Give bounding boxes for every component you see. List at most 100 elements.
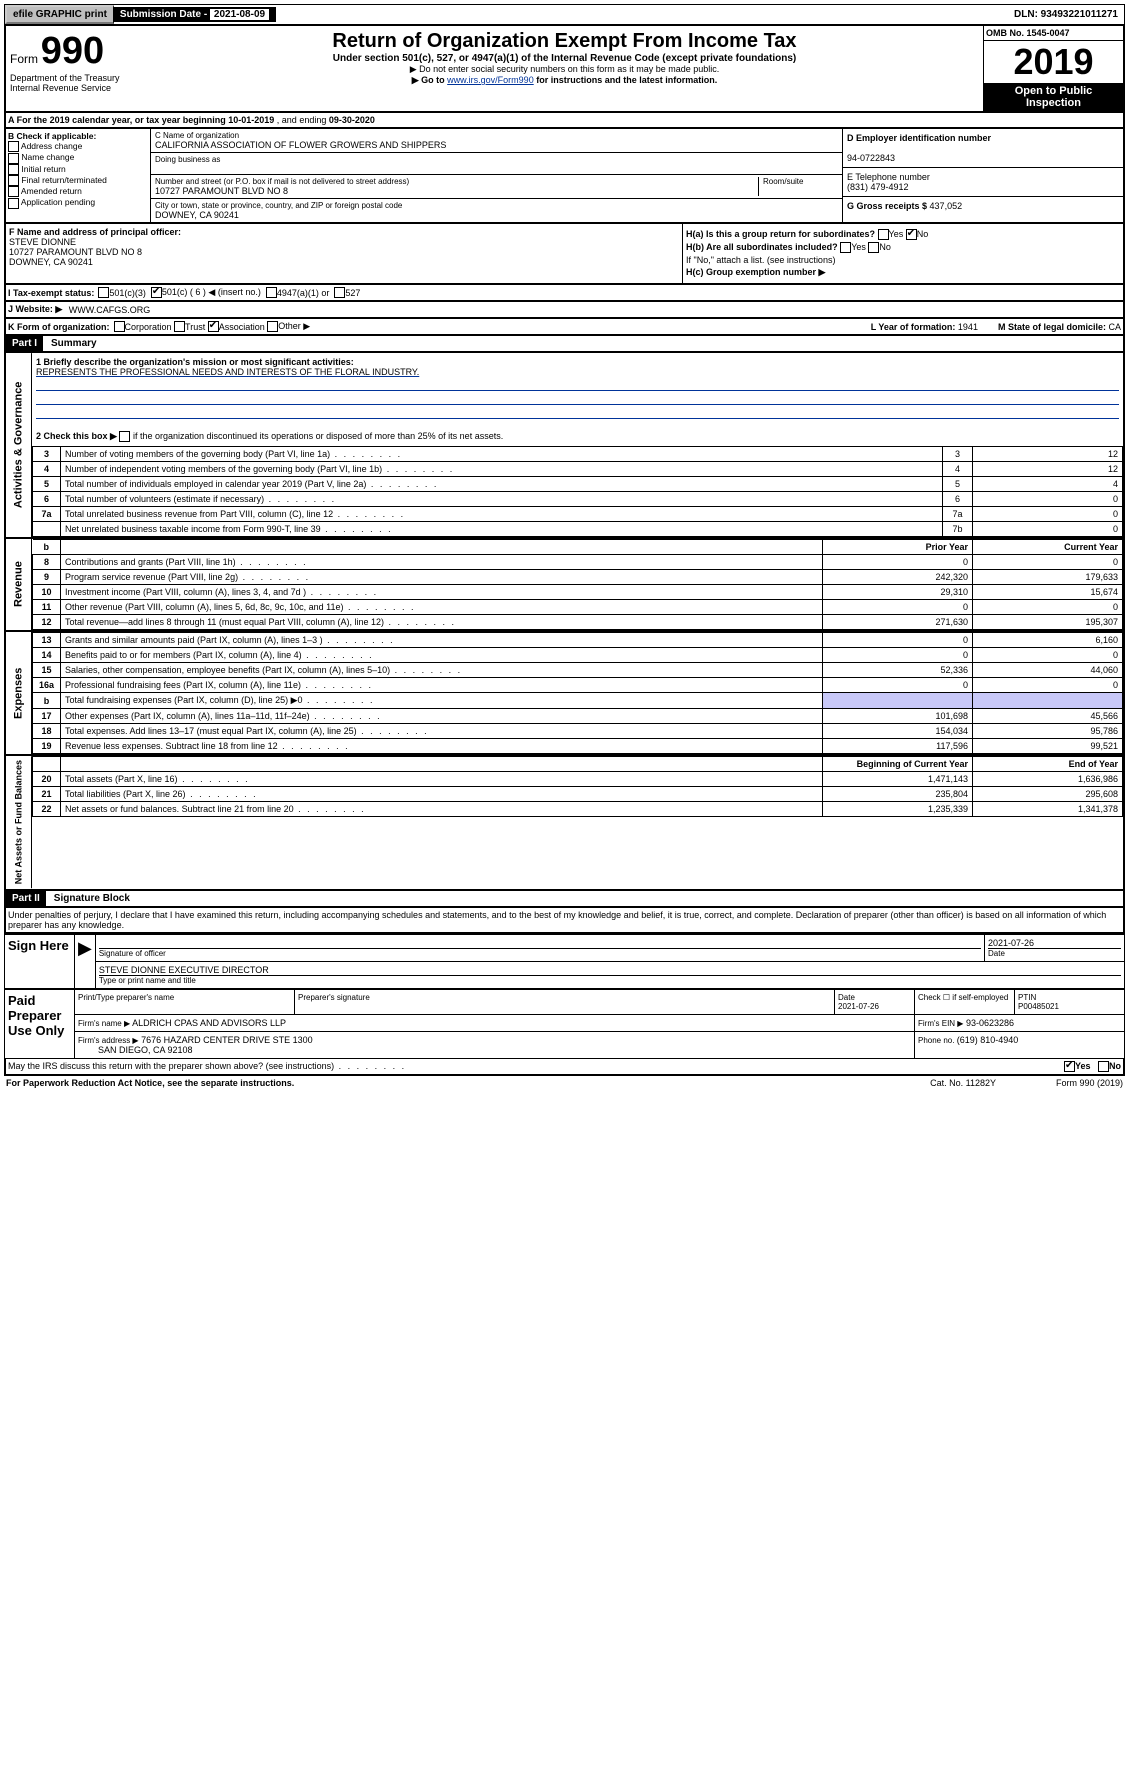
firm-addr2: SAN DIEGO, CA 92108 — [98, 1045, 193, 1055]
col-h: H(a) Is this a group return for subordin… — [683, 224, 1123, 283]
chk-corp[interactable] — [114, 321, 125, 332]
hb-no[interactable] — [868, 242, 879, 253]
chk-discontinued[interactable] — [119, 431, 130, 442]
table-row: 9Program service revenue (Part VIII, lin… — [33, 570, 1123, 585]
sign-date: 2021-07-26 — [988, 938, 1121, 949]
col-b: B Check if applicable: Address change Na… — [6, 129, 151, 222]
discuss-no[interactable] — [1098, 1061, 1109, 1072]
form-header: Form 990 Department of the Treasury Inte… — [4, 25, 1125, 113]
net-assets-section: Net Assets or Fund Balances Beginning of… — [4, 756, 1125, 890]
table-row: 18Total expenses. Add lines 13–17 (must … — [33, 724, 1123, 739]
sign-table: Sign Here ▶ Signature of officer 2021-07… — [4, 934, 1125, 989]
irs-link[interactable]: www.irs.gov/Form990 — [447, 75, 534, 85]
sig-officer-label: Signature of officer — [99, 949, 981, 958]
preparer-name-label: Print/Type preparer's name — [75, 989, 295, 1014]
col-b-header: B Check if applicable: — [8, 131, 96, 141]
current-year-hdr: Current Year — [973, 540, 1123, 555]
tab-governance: Activities & Governance — [6, 353, 32, 537]
table-row: bTotal fundraising expenses (Part IX, co… — [33, 693, 1123, 709]
chk-assoc[interactable] — [208, 321, 219, 332]
officer-addr1: 10727 PARAMOUNT BLVD NO 8 — [9, 247, 142, 257]
firm-addr1: 7676 HAZARD CENTER DRIVE STE 1300 — [141, 1035, 313, 1045]
chk-501c3[interactable] — [98, 287, 109, 298]
org-name: CALIFORNIA ASSOCIATION OF FLOWER GROWERS… — [155, 140, 838, 150]
domicile-state: CA — [1108, 322, 1121, 332]
sign-date-label: Date — [988, 949, 1121, 958]
ein: 94-0722843 — [847, 153, 895, 163]
revenue-section: Revenue b Prior Year Current Year 8Contr… — [4, 539, 1125, 632]
dln: DLN: 93493221011271 — [1008, 7, 1124, 22]
chk-trust[interactable] — [174, 321, 185, 332]
col-d-e-g: D Employer identification number 94-0722… — [843, 129, 1123, 222]
year-formation: 1941 — [958, 322, 978, 332]
table-row: 19Revenue less expenses. Subtract line 1… — [33, 739, 1123, 754]
dba-label: Doing business as — [155, 155, 838, 164]
submission-date: Submission Date - 2021-08-09 — [114, 7, 276, 22]
row-k: K Form of organization: Corporation Trus… — [4, 319, 1125, 336]
row-a: A For the 2019 calendar year, or tax yea… — [4, 113, 1125, 129]
table-row: 3Number of voting members of the governi… — [33, 447, 1123, 462]
part-2-title: Signature Block — [54, 893, 130, 904]
table-row: 22Net assets or fund balances. Subtract … — [33, 802, 1123, 817]
addr-label: Number and street (or P.O. box if mail i… — [155, 177, 758, 186]
table-row: 5Total number of individuals employed in… — [33, 477, 1123, 492]
part-1-bar: Part I Summary — [4, 336, 1125, 353]
table-row: 12Total revenue—add lines 8 through 11 (… — [33, 615, 1123, 630]
gross-receipts: 437,052 — [930, 201, 963, 211]
ssn-notice: ▶ Do not enter social security numbers o… — [150, 64, 979, 75]
form-subtitle: Under section 501(c), 527, or 4947(a)(1)… — [150, 53, 979, 64]
chk-final-return[interactable]: Final return/terminated — [8, 175, 148, 186]
officer-name: STEVE DIONNE — [9, 237, 76, 247]
officer-addr2: DOWNEY, CA 90241 — [9, 257, 93, 267]
hb-note: If "No," attach a list. (see instruction… — [686, 255, 1120, 265]
perjury-text: Under penalties of perjury, I declare th… — [4, 908, 1125, 934]
table-row: 7aTotal unrelated business revenue from … — [33, 507, 1123, 522]
sign-arrow-icon: ▶ — [75, 934, 96, 988]
section-f-h: F Name and address of principal officer:… — [4, 224, 1125, 285]
table-row: 13Grants and similar amounts paid (Part … — [33, 633, 1123, 648]
preparer-date: 2021-07-26 — [838, 1002, 879, 1011]
chk-501c[interactable] — [151, 287, 162, 298]
table-row: 15Salaries, other compensation, employee… — [33, 663, 1123, 678]
firm-phone: (619) 810-4940 — [957, 1035, 1019, 1045]
chk-application-pending[interactable]: Application pending — [8, 197, 148, 208]
form-label: Form — [10, 52, 38, 66]
efile-button[interactable]: efile GRAPHIC print — [5, 5, 114, 24]
cat-no: Cat. No. 11282Y — [930, 1078, 996, 1088]
self-employed-check[interactable]: Check ☐ if self-employed — [915, 989, 1015, 1014]
prior-year-hdr: Prior Year — [823, 540, 973, 555]
ha-no[interactable] — [906, 229, 917, 240]
firm-ein: 93-0623286 — [966, 1018, 1014, 1028]
form-footer: Form 990 (2019) — [1056, 1078, 1123, 1088]
discuss-row: May the IRS discuss this return with the… — [4, 1059, 1125, 1076]
paid-preparer-label: Paid Preparer Use Only — [5, 989, 75, 1058]
city-state-zip: DOWNEY, CA 90241 — [155, 210, 838, 220]
col-c: C Name of organization CALIFORNIA ASSOCI… — [151, 129, 843, 222]
ein-label: D Employer identification number — [847, 133, 991, 143]
net-assets-table: Beginning of Current Year End of Year 20… — [32, 756, 1123, 817]
omb-number: OMB No. 1545-0047 — [984, 26, 1123, 41]
preparer-sig-label: Preparer's signature — [295, 989, 835, 1014]
chk-amended[interactable]: Amended return — [8, 186, 148, 197]
governance-table: 3Number of voting members of the governi… — [32, 446, 1123, 537]
part-1-header: Part I — [6, 336, 43, 351]
table-row: 16aProfessional fundraising fees (Part I… — [33, 678, 1123, 693]
chk-other[interactable] — [267, 321, 278, 332]
ha-yes[interactable] — [878, 229, 889, 240]
table-row: 8Contributions and grants (Part VIII, li… — [33, 555, 1123, 570]
hb-yes[interactable] — [840, 242, 851, 253]
table-row: 11Other revenue (Part VIII, column (A), … — [33, 600, 1123, 615]
mission-text: REPRESENTS THE PROFESSIONAL NEEDS AND IN… — [36, 367, 419, 377]
mission-label: 1 Briefly describe the organization's mi… — [36, 357, 354, 367]
tel-label: E Telephone number — [847, 172, 930, 182]
discuss-yes[interactable] — [1064, 1061, 1075, 1072]
irs: Internal Revenue Service — [10, 83, 142, 93]
street-address: 10727 PARAMOUNT BLVD NO 8 — [155, 186, 758, 196]
tab-net-assets: Net Assets or Fund Balances — [6, 756, 32, 888]
chk-initial-return[interactable]: Initial return — [8, 164, 148, 175]
chk-name-change[interactable]: Name change — [8, 152, 148, 163]
chk-527[interactable] — [334, 287, 345, 298]
chk-address-change[interactable]: Address change — [8, 141, 148, 152]
chk-4947[interactable] — [266, 287, 277, 298]
paperwork-notice: For Paperwork Reduction Act Notice, see … — [6, 1078, 294, 1088]
